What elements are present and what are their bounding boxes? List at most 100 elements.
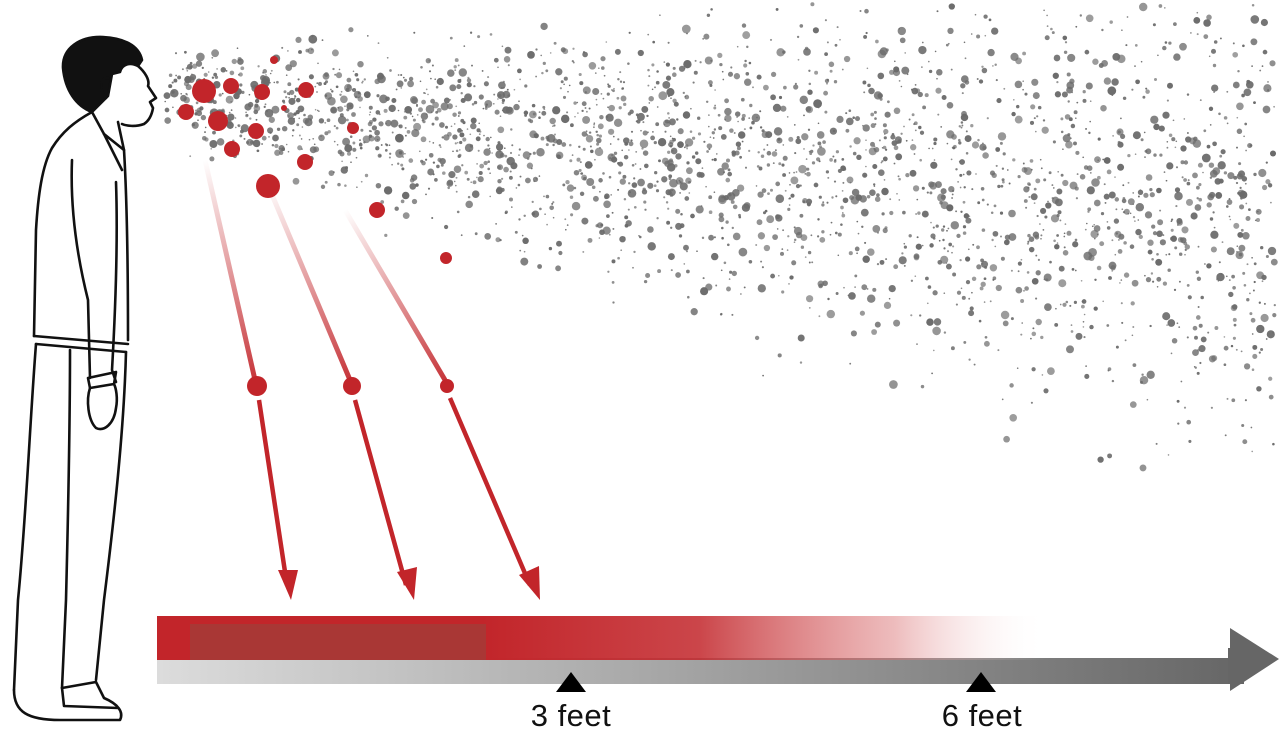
- aerosol-particle: [748, 149, 751, 153]
- aerosol-particle: [1195, 315, 1201, 320]
- aerosol-particle: [1151, 258, 1154, 261]
- aerosol-particle: [751, 120, 755, 125]
- aerosol-particle: [497, 148, 500, 151]
- aerosol-particle: [1119, 282, 1121, 284]
- aerosol-particle: [634, 163, 637, 165]
- aerosol-particle: [970, 124, 974, 128]
- aerosol-particle: [1121, 29, 1123, 32]
- aerosol-particle: [539, 207, 542, 211]
- aerosol-particle: [603, 200, 611, 209]
- aerosol-particle: [489, 195, 492, 198]
- aerosol-particle: [476, 176, 478, 179]
- aerosol-particle: [1167, 268, 1171, 272]
- aerosol-particle: [497, 91, 505, 100]
- aerosol-particle: [1233, 323, 1237, 327]
- aerosol-particle: [538, 175, 541, 177]
- aerosol-particle: [611, 154, 614, 157]
- aerosol-particle: [1014, 80, 1023, 89]
- aerosol-particle: [1049, 260, 1052, 264]
- aerosol-particle: [1144, 149, 1148, 153]
- aerosol-particle: [602, 97, 605, 100]
- aerosol-particle: [541, 71, 544, 75]
- aerosol-particle: [801, 133, 809, 141]
- aerosol-particle: [497, 141, 501, 145]
- aerosol-particle: [991, 27, 999, 35]
- aerosol-particle: [1216, 278, 1219, 281]
- aerosol-particle: [1106, 169, 1112, 175]
- aerosol-particle: [1067, 53, 1076, 62]
- aerosol-particle: [495, 223, 497, 225]
- aerosol-particle: [409, 177, 415, 183]
- aerosol-particle: [742, 31, 751, 40]
- aerosol-particle: [826, 41, 829, 44]
- aerosol-particle: [957, 138, 961, 142]
- aerosol-particle: [1176, 399, 1180, 403]
- aerosol-particle: [870, 123, 876, 129]
- aerosol-particle: [1192, 172, 1198, 179]
- aerosol-particle: [994, 63, 997, 67]
- aerosol-particle: [593, 126, 595, 129]
- aerosol-particle: [318, 81, 322, 86]
- aerosol-particle: [793, 226, 796, 229]
- aerosol-particle: [487, 160, 491, 163]
- aerosol-particle: [209, 156, 215, 162]
- aerosol-particle: [456, 141, 459, 144]
- aerosol-particle: [553, 41, 557, 45]
- aerosol-particle: [619, 71, 622, 74]
- aerosol-particle: [964, 57, 967, 60]
- aerosol-particle: [1140, 138, 1144, 142]
- aerosol-particle: [678, 234, 683, 238]
- aerosol-particle: [1051, 184, 1054, 187]
- aerosol-particle: [522, 151, 531, 159]
- aerosol-particle: [602, 226, 611, 235]
- aerosol-particle: [670, 226, 673, 229]
- aerosol-particle: [837, 232, 842, 237]
- aerosol-particle: [776, 228, 779, 230]
- aerosol-particle: [221, 92, 224, 95]
- aerosol-particle: [622, 174, 627, 179]
- aerosol-particle: [1243, 363, 1251, 370]
- aerosol-particle: [579, 161, 582, 164]
- aerosol-particle: [984, 34, 987, 37]
- aerosol-particle: [655, 80, 660, 85]
- aerosol-particle: [391, 163, 393, 166]
- aerosol-particle: [874, 321, 881, 328]
- aerosol-particle: [171, 81, 174, 84]
- aerosol-particle: [1202, 171, 1204, 174]
- aerosol-particle: [984, 335, 988, 339]
- aerosol-particle: [1062, 250, 1069, 256]
- aerosol-particle: [883, 301, 892, 310]
- aerosol-particle: [326, 118, 331, 123]
- aerosol-particle: [819, 237, 826, 243]
- aerosol-particle: [618, 171, 622, 175]
- aerosol-particle: [447, 69, 455, 77]
- aerosol-particle: [777, 353, 782, 358]
- aerosol-particle: [731, 226, 734, 230]
- aerosol-particle: [501, 98, 506, 103]
- aerosol-particle: [402, 76, 405, 79]
- aerosol-particle: [1058, 279, 1067, 288]
- aerosol-particle: [884, 226, 888, 230]
- aerosol-particle: [1211, 355, 1218, 362]
- aerosol-particle: [807, 89, 813, 95]
- aerosol-particle: [383, 108, 388, 113]
- aerosol-particle: [1046, 25, 1049, 27]
- aerosol-particle: [241, 90, 245, 95]
- aerosol-particle: [1150, 272, 1154, 275]
- aerosol-particle: [997, 184, 1001, 189]
- aerosol-particle: [928, 181, 935, 188]
- aerosol-particle: [274, 143, 279, 149]
- aerosol-particle: [1143, 131, 1146, 134]
- aerosol-particle: [546, 223, 548, 226]
- aerosol-particle: [295, 97, 301, 103]
- aerosol-particle: [1253, 172, 1257, 177]
- aerosol-particle: [371, 125, 378, 131]
- droplet-trail: [267, 189, 353, 381]
- aerosol-particle: [1240, 350, 1243, 353]
- aerosol-particle: [551, 125, 554, 128]
- aerosol-particle: [945, 43, 949, 47]
- aerosol-particle: [915, 213, 917, 215]
- aerosol-particle: [708, 234, 715, 241]
- aerosol-particle: [613, 151, 618, 155]
- aerosol-particle: [914, 84, 917, 86]
